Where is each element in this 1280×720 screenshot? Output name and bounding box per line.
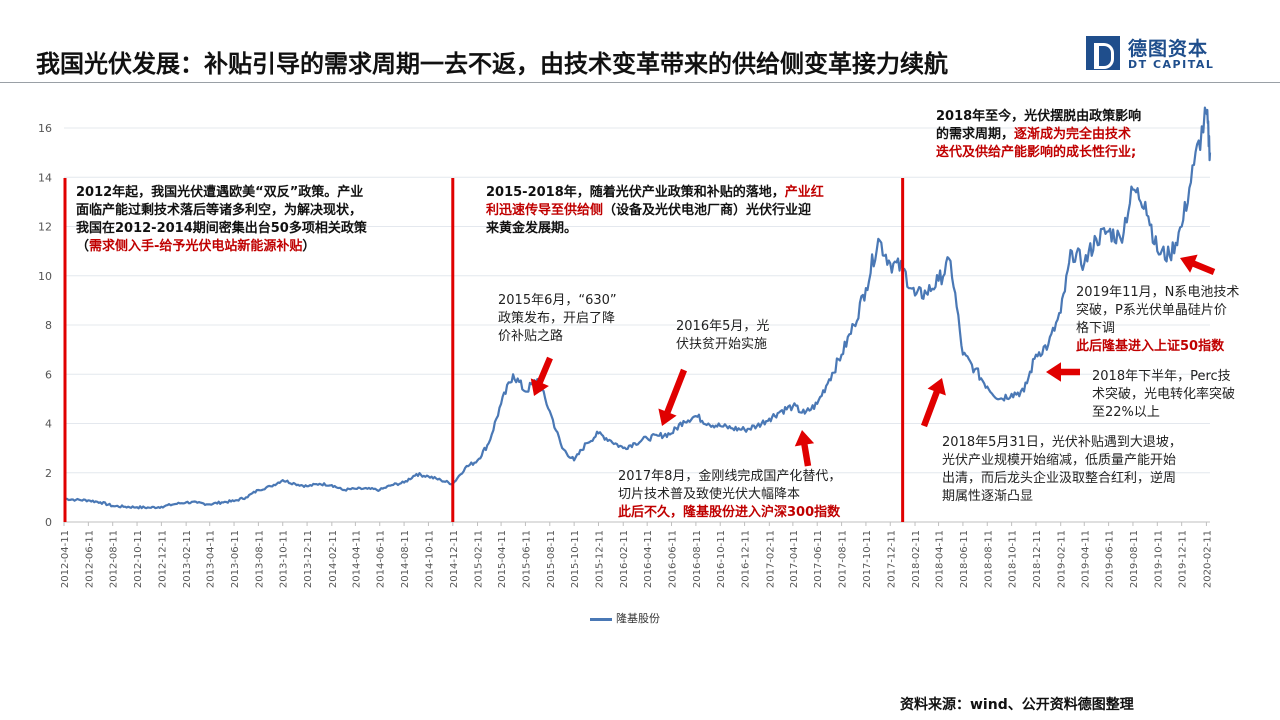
x-tick-label: 2015-06-11 xyxy=(521,530,532,588)
red-arrow-icon xyxy=(1046,362,1080,382)
x-tick-label: 2015-04-11 xyxy=(497,530,508,588)
x-tick-label: 2019-02-11 xyxy=(1057,530,1068,588)
y-tick-label: 2 xyxy=(45,467,52,480)
event-annotation-2019-11: 2019年11月，N系电池技术 突破，P系光伏单晶硅片价 格下调 此后隆基进入上… xyxy=(1076,285,1240,354)
period-annotation-2015: 2015-2018年，随着光伏产业政策和补贴的落地，产业红 利迅速传导至供给侧（… xyxy=(486,185,824,236)
x-tick-label: 2015-08-11 xyxy=(546,530,557,588)
x-tick-label: 2018-12-11 xyxy=(1032,530,1043,588)
x-tick-label: 2013-10-11 xyxy=(279,530,290,588)
x-tick-label: 2017-04-11 xyxy=(789,530,800,588)
x-tick-label: 2012-08-11 xyxy=(109,530,120,588)
x-tick-label: 2016-06-11 xyxy=(668,530,679,588)
x-tick-label: 2014-04-11 xyxy=(351,530,362,588)
x-tick-label: 2018-02-11 xyxy=(911,530,922,588)
x-tick-label: 2019-10-11 xyxy=(1153,530,1164,588)
legend-swatch xyxy=(590,617,612,621)
x-tick-label: 2014-02-11 xyxy=(328,530,339,588)
y-tick-label: 16 xyxy=(38,122,52,135)
x-tick-label: 2018-04-11 xyxy=(935,530,946,588)
x-tick-label: 2013-12-11 xyxy=(303,530,314,588)
x-tick-label: 2012-12-11 xyxy=(157,530,168,588)
x-tick-label: 2013-08-11 xyxy=(254,530,265,588)
series-line-longi xyxy=(63,106,1212,510)
source-note: 资料来源：wind、公开资料德图整理 xyxy=(900,697,1134,713)
period-annotation-2012: 2012年起，我国光伏遭遇欧美“双反”政策。产业 面临产能过剩技术落后等诸多利空… xyxy=(76,185,367,254)
x-tick-label: 2014-06-11 xyxy=(376,530,387,588)
x-tick-label: 2018-08-11 xyxy=(983,530,994,588)
page-title: 我国光伏发展：补贴引导的需求周期一去不返，由技术变革带来的供给侧变革接力续航 xyxy=(36,50,948,78)
y-tick-label: 14 xyxy=(38,171,52,184)
x-tick-label: 2019-04-11 xyxy=(1080,530,1091,588)
event-annotation-2018-05: 2018年5月31日，光伏补贴遇到大退坡， 光伏产业规模开始缩减，低质量产能开始… xyxy=(942,435,1182,504)
logo-chinese-text: 德图资本 xyxy=(1128,38,1209,60)
event-annotation-2017-08: 2017年8月，金刚线完成国产化替代， 切片技术普及致使光伏大幅降本 此后不久，… xyxy=(618,469,842,520)
y-tick-label: 10 xyxy=(38,270,52,283)
y-tick-label: 6 xyxy=(45,368,52,381)
x-tick-label: 2016-02-11 xyxy=(619,530,630,588)
title-divider xyxy=(0,82,1280,83)
red-arrow-icon xyxy=(794,430,815,467)
x-tick-label: 2017-02-11 xyxy=(765,530,776,588)
event-annotation-2016-05: 2016年5月，光 伏扶贫开始实施 xyxy=(676,319,770,352)
x-tick-label: 2013-02-11 xyxy=(182,530,193,588)
chart-legend: 隆基股份 xyxy=(590,610,660,626)
logo-english-text: DT CAPITAL xyxy=(1128,58,1215,71)
legend-label: 隆基股份 xyxy=(616,612,660,625)
x-tick-label: 2016-04-11 xyxy=(643,530,654,588)
x-tick-label: 2018-10-11 xyxy=(1008,530,1019,588)
x-tick-label: 2016-08-11 xyxy=(692,530,703,588)
y-tick-label: 4 xyxy=(45,418,52,431)
y-tick-label: 0 xyxy=(45,516,52,529)
x-tick-label: 2013-04-11 xyxy=(206,530,217,588)
y-tick-label: 12 xyxy=(38,221,52,234)
x-tick-label: 2012-06-11 xyxy=(84,530,95,588)
x-tick-label: 2014-08-11 xyxy=(400,530,411,588)
company-logo: 德图资本 DT CAPITAL xyxy=(1086,34,1246,74)
logo-d-icon xyxy=(1086,36,1120,70)
x-tick-label: 2017-10-11 xyxy=(862,530,873,588)
x-tick-label: 2014-10-11 xyxy=(424,530,435,588)
x-tick-label: 2015-10-11 xyxy=(570,530,581,588)
y-tick-label: 8 xyxy=(45,319,52,332)
x-tick-label: 2012-10-11 xyxy=(133,530,144,588)
red-arrow-icon xyxy=(1180,254,1216,275)
red-arrow-icon xyxy=(530,356,553,396)
x-tick-label: 2015-02-11 xyxy=(474,530,485,588)
x-tick-label: 2017-06-11 xyxy=(813,530,824,588)
x-tick-label: 2017-08-11 xyxy=(838,530,849,588)
x-tick-label: 2016-10-11 xyxy=(716,530,727,588)
x-tick-label: 2016-12-11 xyxy=(741,530,752,588)
red-arrow-icon xyxy=(658,368,687,426)
x-tick-label: 2012-04-11 xyxy=(60,530,71,588)
x-tick-label: 2017-12-11 xyxy=(886,530,897,588)
event-annotation-2015-06: 2015年6月，“630” 政策发布，开启了降 价补贴之路 xyxy=(498,293,617,344)
event-annotation-2018-h2: 2018年下半年，Perc技 术突破，光电转化率突破 至22%以上 xyxy=(1092,369,1236,420)
x-tick-label: 2019-06-11 xyxy=(1105,530,1116,588)
x-tick-label: 2015-12-11 xyxy=(594,530,605,588)
red-arrow-icon xyxy=(921,378,946,428)
x-tick-label: 2020-02-11 xyxy=(1202,530,1213,588)
x-tick-label: 2019-12-11 xyxy=(1178,530,1189,588)
x-tick-label: 2018-06-11 xyxy=(959,530,970,588)
x-tick-label: 2013-06-11 xyxy=(230,530,241,588)
period-annotation-2018: 2018年至今，光伏摆脱由政策影响 的需求周期，逐渐成为完全由技术 迭代及供给产… xyxy=(936,109,1142,160)
x-tick-label: 2019-08-11 xyxy=(1129,530,1140,588)
x-tick-label: 2014-12-11 xyxy=(449,530,460,588)
